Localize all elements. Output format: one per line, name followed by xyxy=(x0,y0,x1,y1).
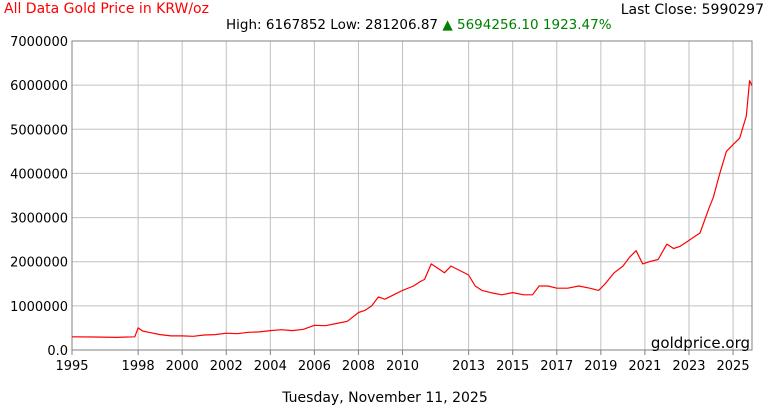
price-stats: High: 6167852 Low: 281206.87 ▲ 5694256.1… xyxy=(226,17,612,33)
low-value: 281206.87 xyxy=(365,17,439,33)
y-tick-label: 3000000 xyxy=(10,212,68,227)
watermark: goldprice.org xyxy=(651,334,750,352)
x-tick-label: 2004 xyxy=(254,359,287,374)
chart-date: Tuesday, November 11, 2025 xyxy=(282,390,488,406)
x-tick-label: 2017 xyxy=(540,359,573,374)
chart-grid xyxy=(71,40,752,355)
low-label: Low: xyxy=(330,17,361,33)
x-tick-label: 2019 xyxy=(584,359,617,374)
x-tick-label: 2015 xyxy=(496,359,529,374)
x-tick-label: 2000 xyxy=(166,359,199,374)
y-tick-label: 0.0 xyxy=(47,344,68,359)
y-tick-label: 7000000 xyxy=(10,35,68,50)
change-up-arrow-icon: ▲ xyxy=(442,17,453,33)
high-value: 6167852 xyxy=(265,17,326,33)
y-tick-label: 4000000 xyxy=(10,167,68,182)
change-value: 5694256.10 xyxy=(457,17,539,33)
y-tick-label: 5000000 xyxy=(10,123,68,138)
high-label: High: xyxy=(226,17,262,33)
plot-frame xyxy=(71,40,753,351)
x-tick-label: 2023 xyxy=(672,359,705,374)
change-percent: 1923.47% xyxy=(542,17,612,33)
x-tick-label: 2021 xyxy=(628,359,661,374)
x-tick-label: 1998 xyxy=(122,359,155,374)
y-tick-label: 1000000 xyxy=(10,300,68,315)
last-close-label: Last Close: xyxy=(620,2,698,18)
x-tick-label: 2025 xyxy=(717,359,750,374)
y-axis-ticks: 0.0 1000000 2000000 3000000 4000000 5000000 60… xyxy=(10,35,68,359)
y-tick-label: 2000000 xyxy=(10,256,68,271)
last-close-value: 5990297 xyxy=(701,2,764,18)
x-axis-ticks: 1995 1998 2000 2002 2004 2006 2008 2010 2013 2015… xyxy=(55,359,749,374)
x-tick-label: 2006 xyxy=(298,359,331,374)
x-tick-label: 2010 xyxy=(386,359,419,374)
chart-title: All Data Gold Price in KRW/oz xyxy=(4,1,209,17)
x-tick-label: 2008 xyxy=(342,359,375,374)
y-tick-label: 6000000 xyxy=(10,79,68,94)
x-tick-label: 1995 xyxy=(55,359,88,374)
price-line xyxy=(71,80,753,338)
x-tick-label: 2013 xyxy=(452,359,485,374)
x-tick-label: 2002 xyxy=(210,359,243,374)
last-close: Last Close: 5990297 xyxy=(621,2,764,18)
